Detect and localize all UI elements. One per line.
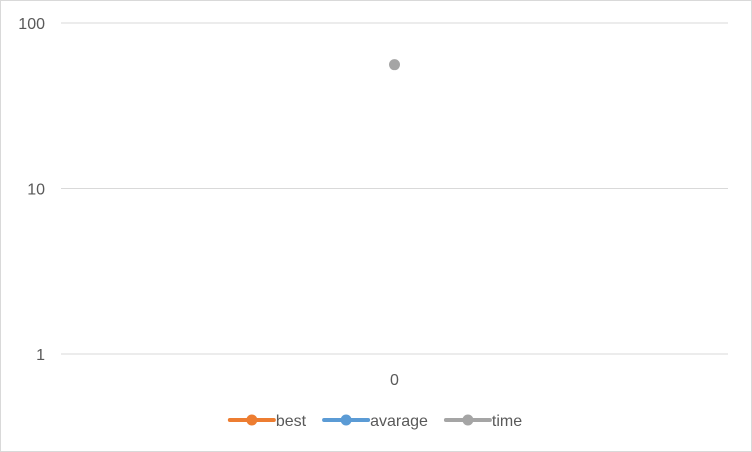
data-marks bbox=[389, 59, 400, 71]
y-axis-ticks: 1 10 100 bbox=[18, 16, 45, 364]
y-tick-label-10: 10 bbox=[27, 182, 45, 199]
x-axis-ticks: 0 bbox=[390, 372, 399, 389]
data-point-time-0[interactable] bbox=[389, 59, 400, 71]
legend-label-best: best bbox=[276, 413, 307, 430]
gridlines bbox=[61, 22, 728, 355]
y-tick-label-1: 1 bbox=[36, 347, 45, 364]
x-tick-label-0: 0 bbox=[390, 372, 399, 389]
legend-label-avarage: avarage bbox=[370, 413, 428, 430]
legend-item-avarage[interactable]: avarage bbox=[322, 413, 428, 430]
legend-item-time[interactable]: time bbox=[443, 413, 522, 430]
legend-label-time: time bbox=[492, 413, 522, 430]
y-tick-label-100: 100 bbox=[18, 16, 45, 33]
legend-swatch-marker-best bbox=[246, 414, 258, 426]
legend-swatch-marker-avarage bbox=[340, 414, 352, 426]
legend-swatch-marker-time bbox=[462, 414, 474, 426]
legend-item-best[interactable]: best bbox=[227, 413, 307, 430]
legend[interactable]: best avarage time bbox=[227, 413, 522, 430]
